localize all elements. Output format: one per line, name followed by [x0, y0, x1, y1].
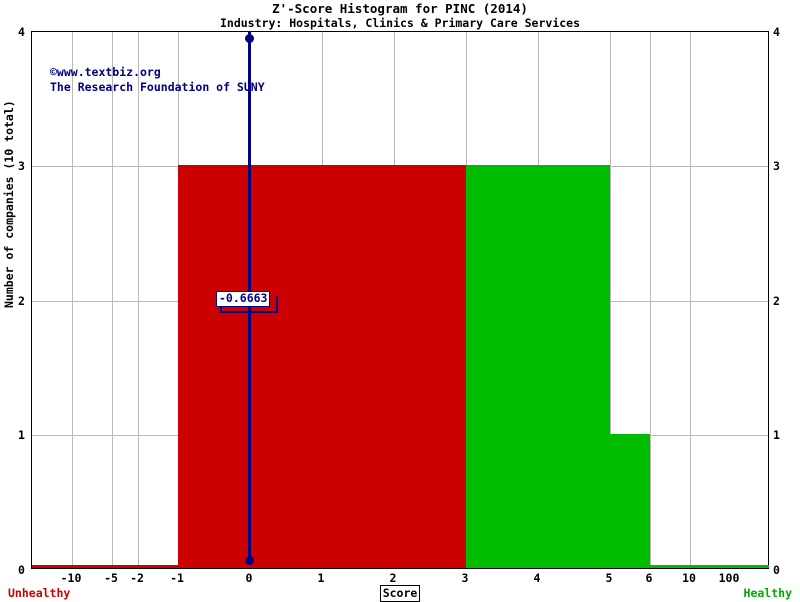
gridline-vertical — [650, 32, 651, 568]
x-axis-tick: 3 — [461, 571, 469, 585]
y-axis-tick-left: 3 — [18, 159, 25, 173]
y-axis-tick-right: 3 — [773, 159, 780, 173]
copyright-notice: ©www.textbiz.org The Research Foundation… — [50, 65, 265, 95]
chart-plot-area: -0.6663 ©www.textbiz.org The Research Fo… — [31, 31, 769, 569]
y-axis-tick-left: 4 — [18, 25, 25, 39]
copyright-line-2: The Research Foundation of SUNY — [50, 80, 265, 94]
x-axis-tick: 10 — [682, 571, 696, 585]
histogram-bar — [610, 434, 650, 568]
x-axis-tick: 100 — [718, 571, 740, 585]
x-axis-tick: 0 — [245, 571, 253, 585]
gridline-vertical — [138, 32, 139, 568]
x-axis-tick: 6 — [645, 571, 653, 585]
x-axis-tick: -2 — [130, 571, 144, 585]
y-axis-tick-left: 0 — [18, 563, 25, 577]
copyright-line-1: ©www.textbiz.org — [50, 65, 161, 79]
histogram-bar — [32, 565, 178, 568]
company-marker-dot-bottom — [245, 556, 254, 565]
y-axis-tick-left: 1 — [18, 428, 25, 442]
x-axis-tick: 1 — [317, 571, 325, 585]
histogram-bar — [178, 165, 466, 568]
unhealthy-note: Unhealthy — [8, 586, 71, 600]
x-axis-label-wrapper: Score — [0, 585, 800, 602]
x-axis-tick: -10 — [60, 571, 82, 585]
histogram-bar — [650, 565, 769, 568]
histogram-bar — [466, 165, 610, 568]
y-axis-label: Number of companies (10 total) — [2, 100, 16, 308]
gridline-vertical — [690, 32, 691, 568]
x-axis-tick: 2 — [389, 571, 397, 585]
company-marker-label: -0.6663 — [216, 291, 271, 307]
company-marker-dot-top — [245, 34, 254, 43]
x-axis-tick: 4 — [533, 571, 541, 585]
y-axis-tick-right: 4 — [773, 25, 780, 39]
x-axis-tick: -5 — [104, 571, 118, 585]
healthy-note: Healthy — [743, 586, 792, 600]
y-axis-tick-right: 1 — [773, 428, 780, 442]
y-axis-tick-right: 2 — [773, 294, 780, 308]
x-axis-tick: -1 — [170, 571, 184, 585]
chart-subtitle: Industry: Hospitals, Clinics & Primary C… — [219, 16, 581, 30]
page-title: Z'-Score Histogram for PINC (2014) — [272, 1, 528, 16]
gridline-vertical — [72, 32, 73, 568]
gridline-vertical — [112, 32, 113, 568]
x-axis-tick: 5 — [605, 571, 613, 585]
x-axis-label: Score — [379, 585, 421, 602]
gridline-vertical — [610, 32, 611, 568]
y-axis-tick-left: 2 — [18, 294, 25, 308]
y-axis-tick-right: 0 — [773, 563, 780, 577]
